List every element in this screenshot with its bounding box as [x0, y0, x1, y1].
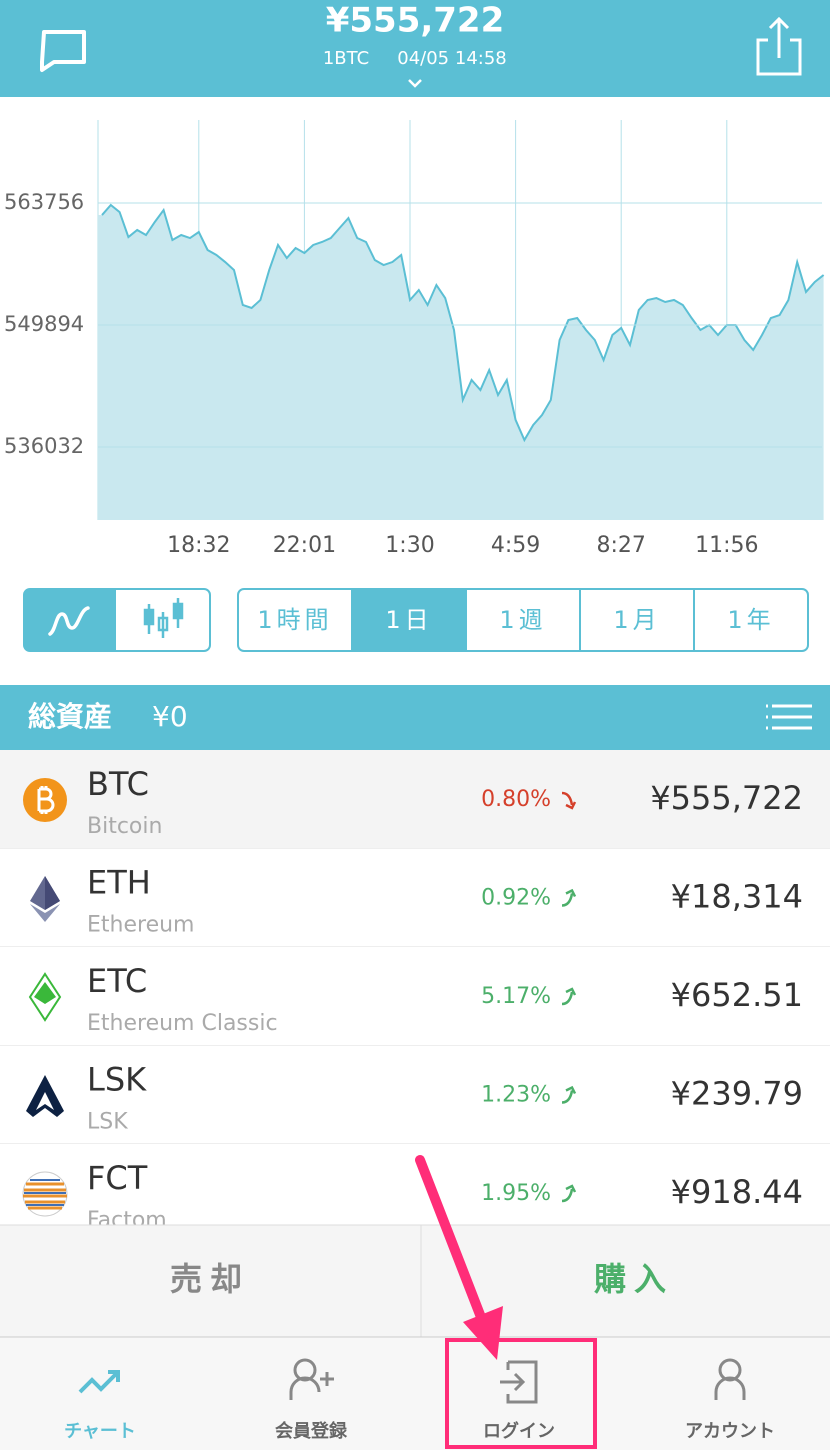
trend-arrow: [561, 987, 577, 1006]
header-bar: [0, 0, 830, 97]
menu-button[interactable]: [766, 704, 812, 730]
tabs: チャート 会員登録 ログイン アカウント: [64, 1420, 775, 1442]
asset-row[interactable]: [0, 1144, 830, 1243]
asset-price: ¥652.51: [671, 976, 803, 1014]
asset-price: ¥239.79: [671, 1075, 803, 1113]
asset-change: 0.80%: [481, 787, 551, 812]
asset-change: 1.95%: [481, 1181, 551, 1206]
etc-icon: [28, 972, 62, 1022]
asset-symbol: ETH: [87, 864, 151, 902]
asset-price: ¥918.44: [671, 1173, 803, 1211]
range-button[interactable]: 1時間: [257, 606, 332, 634]
asset-price: ¥18,314: [671, 878, 803, 916]
asset-list: BTC Bitcoin 0.80% ¥555,722 ETH Ethereum 0.92% ¥…: [0, 750, 830, 1243]
asset-price: ¥555,722: [650, 779, 803, 817]
login-tab-icon: [500, 1360, 538, 1404]
x-tick-label: 18:32: [167, 533, 230, 558]
asset-row[interactable]: [0, 947, 830, 1046]
range-button[interactable]: 1月: [613, 606, 660, 634]
trend-arrow: [561, 1085, 577, 1104]
tab-label[interactable]: チャート: [64, 1421, 136, 1442]
chat-button[interactable]: [40, 30, 86, 72]
asset-change: 1.23%: [481, 1083, 551, 1108]
area-fill: [98, 205, 824, 521]
assets-bar: [0, 685, 830, 750]
asset-name: Ethereum: [87, 913, 194, 938]
trend-arrow: [561, 1184, 577, 1203]
x-tick-label: 4:59: [491, 533, 540, 558]
asset-row[interactable]: [0, 750, 830, 849]
asset-name: Bitcoin: [87, 814, 162, 839]
x-tick-label: 11:56: [695, 533, 758, 558]
action-bar: [0, 1225, 830, 1337]
asset-change: 5.17%: [481, 984, 551, 1009]
tab-label[interactable]: アカウント: [685, 1421, 775, 1442]
account-tab-icon: [714, 1358, 746, 1400]
y-tick-label: 563756: [4, 190, 84, 214]
range-button[interactable]: 1日: [385, 606, 432, 634]
buy-button[interactable]: 購入: [594, 1260, 674, 1298]
range-button[interactable]: 1年: [727, 606, 774, 634]
y-tick-label: 536032: [4, 434, 84, 458]
chart-style-toggle[interactable]: [23, 588, 211, 652]
lsk-icon: [26, 1075, 64, 1117]
x-tick-label: 1:30: [385, 533, 434, 558]
y-tick-label: 549894: [4, 312, 84, 336]
x-tick-label: 8:27: [596, 533, 645, 558]
assets-total: ¥0: [152, 700, 188, 733]
timestamp: 04/05 14:58: [397, 48, 506, 69]
tab-label[interactable]: 会員登録: [275, 1420, 348, 1442]
trend-arrow: [561, 791, 577, 810]
eth-icon: [30, 876, 60, 922]
tab-bar: [0, 1337, 830, 1450]
chart-tab-icon: [78, 1370, 120, 1394]
assets-title: 総資産: [28, 700, 112, 733]
annotation-arrow: [415, 1155, 503, 1360]
price-chart: 536032 549894 563756 18:32 22:01 1:30 4:59 8:27…: [4, 120, 825, 558]
sell-button[interactable]: 売却: [170, 1260, 250, 1298]
range-selector: 1時間 1日 1週 1月 1年: [237, 588, 809, 652]
asset-symbol: LSK: [87, 1061, 147, 1099]
asset-name: LSK: [87, 1110, 128, 1135]
range-button[interactable]: 1週: [499, 606, 546, 634]
register-tab-icon: [289, 1358, 334, 1400]
asset-symbol: BTC: [87, 765, 149, 803]
asset-symbol: FCT: [87, 1159, 148, 1197]
highlight-box: [445, 1338, 597, 1449]
share-button[interactable]: [756, 16, 802, 76]
x-tick-label: 22:01: [273, 533, 336, 558]
asset-symbol: ETC: [87, 962, 147, 1000]
asset-name: Ethereum Classic: [87, 1011, 278, 1036]
tab-label[interactable]: ログイン: [483, 1420, 555, 1442]
asset-name: Factom: [87, 1208, 167, 1233]
btc-icon: [23, 778, 67, 822]
expand-chevron[interactable]: [408, 79, 422, 88]
fct-icon: [22, 1171, 68, 1217]
asset-change: 0.92%: [481, 886, 551, 911]
asset-row[interactable]: [0, 1045, 830, 1145]
asset-row[interactable]: [0, 848, 830, 948]
unit: 1BTC: [323, 48, 369, 69]
price-line: [101, 203, 825, 443]
range-active: [352, 589, 466, 651]
trend-arrow: [561, 888, 577, 907]
price: ¥555,722: [326, 1, 505, 41]
